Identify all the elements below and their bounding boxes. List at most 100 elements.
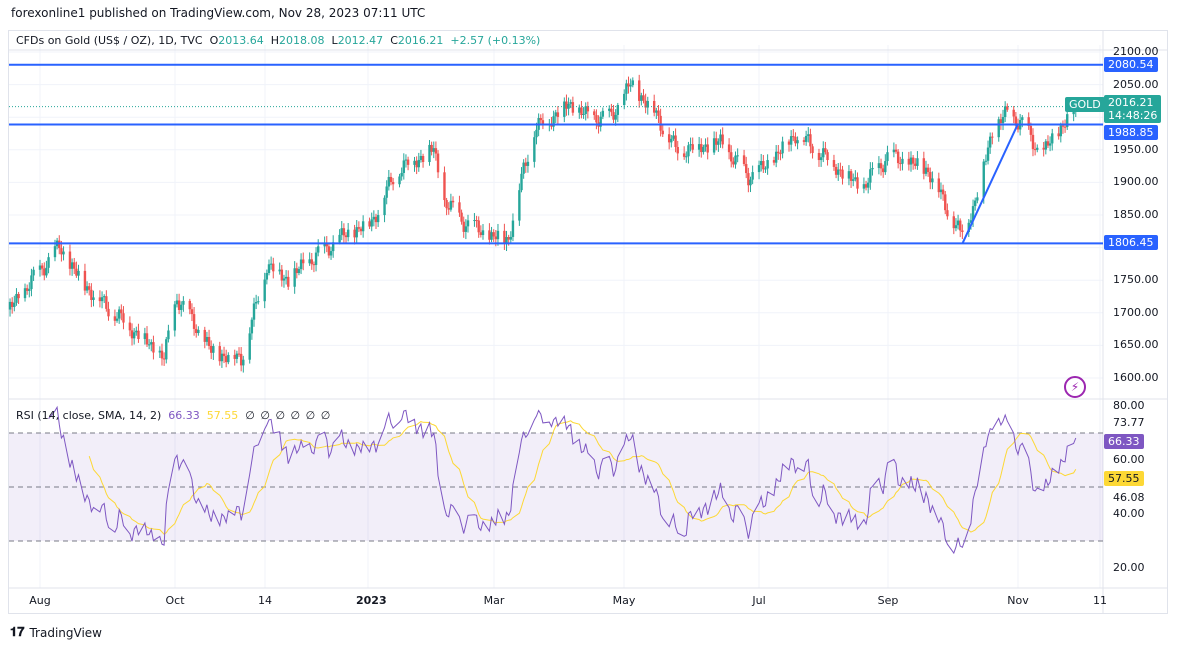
- candle-body: [436, 153, 440, 173]
- candle-body: [400, 172, 403, 177]
- candle-body: [75, 268, 78, 276]
- candle-body: [130, 330, 134, 339]
- candle-body: [192, 314, 196, 329]
- candle-body: [745, 164, 748, 174]
- footer-brand[interactable]: 𝟏𝟕 TradingView: [10, 625, 102, 640]
- candle-body: [135, 330, 138, 333]
- candle-body: [496, 230, 500, 240]
- candle-body: [757, 165, 761, 173]
- candle-body: [376, 215, 380, 223]
- candle-body: [959, 220, 962, 231]
- lightning-icon[interactable]: ⚡: [1064, 376, 1086, 398]
- level-tag-mid: 1988.85: [1104, 125, 1158, 140]
- candle-body: [991, 136, 994, 138]
- candle-body: [862, 184, 866, 189]
- candle-body: [180, 304, 183, 310]
- candle-body: [297, 269, 301, 274]
- candle-body: [907, 158, 911, 165]
- price-axis-label: 1950.00: [1113, 142, 1159, 156]
- candle-body: [145, 333, 149, 345]
- candle-body: [1021, 117, 1024, 121]
- candle-body: [533, 137, 536, 162]
- price-axis-label: 1600.00: [1113, 371, 1159, 384]
- candle-body: [804, 135, 808, 142]
- candle-body: [280, 269, 284, 281]
- candle-body: [894, 149, 898, 152]
- candle-body: [284, 276, 288, 279]
- candle-body: [165, 339, 168, 360]
- candle-body: [190, 309, 194, 315]
- candle-body: [282, 278, 286, 281]
- candle-body: [899, 163, 902, 165]
- candle-body: [612, 112, 615, 120]
- candle-body: [759, 161, 763, 166]
- candle-body: [210, 345, 213, 353]
- price-axis-label: 2050.00: [1113, 77, 1159, 91]
- candle-body: [374, 216, 378, 223]
- candle-body: [866, 182, 870, 188]
- candle-body: [734, 155, 737, 165]
- candle-body: [434, 148, 438, 154]
- candle-body: [188, 300, 192, 310]
- candle-body: [685, 156, 688, 158]
- rsi-axis-label: 60.00: [1113, 453, 1145, 466]
- candle-body: [667, 134, 671, 143]
- candle-body: [107, 308, 110, 317]
- candle-body: [1033, 149, 1037, 151]
- rsi-label[interactable]: RSI (14, close, SMA, 14, 2): [16, 409, 162, 422]
- candle-body: [595, 115, 598, 123]
- candle-body: [687, 145, 690, 157]
- symbol-name[interactable]: CFDs on Gold (US$ / OZ), 1D, TVC: [16, 34, 203, 47]
- candle-body: [616, 105, 620, 115]
- candle-body: [916, 158, 919, 166]
- candle-body: [263, 279, 266, 302]
- price-axis-label: 1750.00: [1113, 273, 1159, 287]
- rsi-axis-label: 20.00: [1113, 561, 1145, 574]
- candle-body: [1036, 147, 1039, 150]
- candle-body: [490, 232, 493, 240]
- candle-body: [314, 252, 318, 265]
- candle-body: [841, 169, 844, 179]
- candle-body: [120, 309, 123, 314]
- candle-body: [792, 136, 795, 138]
- candle-body: [432, 148, 435, 152]
- candle-body: [789, 136, 793, 145]
- candle-body: [847, 171, 851, 179]
- candle-body: [1012, 109, 1015, 117]
- candle-body: [353, 229, 356, 238]
- candle-body: [973, 200, 977, 207]
- candle-body: [331, 242, 335, 252]
- candle-body: [937, 178, 941, 193]
- candle-body: [931, 178, 934, 183]
- empty-value-icon: ∅: [275, 409, 287, 422]
- candle-body: [929, 172, 932, 183]
- candle-body: [727, 144, 731, 153]
- candle-body: [1051, 133, 1054, 144]
- candle-body: [460, 212, 463, 222]
- tradingview-logo-icon: 𝟏𝟕: [10, 625, 25, 640]
- candle-body: [884, 161, 887, 173]
- candle-body: [712, 138, 716, 153]
- candle-body: [68, 251, 72, 269]
- candle-body: [809, 134, 812, 147]
- candle-body: [1027, 117, 1030, 126]
- candle-body: [952, 216, 955, 229]
- candle-body: [103, 296, 106, 298]
- candle-body: [657, 110, 660, 116]
- candle-body: [824, 148, 827, 153]
- candle-body: [661, 130, 664, 135]
- candle-body: [92, 297, 95, 300]
- empty-value-icon: ∅: [260, 409, 271, 422]
- candle-body: [1031, 134, 1035, 150]
- candle-body: [879, 163, 883, 169]
- candle-body: [98, 297, 102, 302]
- candle-body: [984, 160, 988, 162]
- candle-body: [924, 167, 928, 174]
- candle-body: [310, 259, 313, 265]
- candle-body: [911, 157, 915, 164]
- candle-body: [697, 144, 701, 150]
- time-axis-label: Nov: [1007, 594, 1029, 607]
- candle-body: [659, 115, 662, 131]
- candle-body: [772, 160, 776, 163]
